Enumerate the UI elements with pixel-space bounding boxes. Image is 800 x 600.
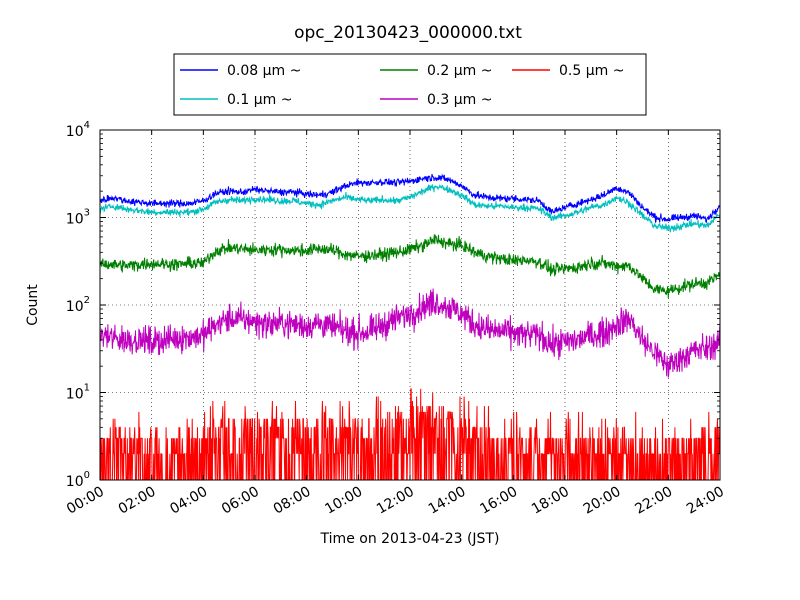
y-tick-label: 104 — [66, 120, 90, 140]
y-tick-label: 102 — [66, 295, 90, 315]
y-axis-label: Count — [25, 284, 41, 326]
series-layer — [100, 173, 720, 480]
series-line — [100, 288, 720, 378]
x-axis-label: Time on 2013-04-23 (JST) — [320, 531, 500, 547]
series-line — [100, 183, 720, 233]
legend-label: 0.5 μm ~ — [559, 63, 624, 79]
y-tick-label: 103 — [66, 208, 90, 228]
series-line — [100, 388, 720, 480]
legend-label: 0.08 μm ~ — [227, 63, 301, 79]
y-tick-label: 101 — [66, 383, 90, 403]
legend-label: 0.3 μm ~ — [427, 92, 492, 108]
legend-label: 0.1 μm ~ — [227, 92, 292, 108]
y-tick-label: 100 — [66, 470, 90, 490]
series-line — [100, 173, 720, 224]
legend-label: 0.2 μm ~ — [427, 63, 492, 79]
chart-title: opc_20130423_000000.txt — [294, 23, 522, 43]
ticks — [99, 129, 721, 481]
legend-box — [173, 53, 647, 116]
y-tick-labels: 100 101 102 103 104 — [66, 120, 90, 490]
grid — [100, 130, 720, 480]
legend: 0.08 μm ~ 0.1 μm ~ 0.2 μm ~ 0.3 μm ~ 0.5 μm … — [173, 53, 647, 116]
series-line — [100, 234, 720, 299]
